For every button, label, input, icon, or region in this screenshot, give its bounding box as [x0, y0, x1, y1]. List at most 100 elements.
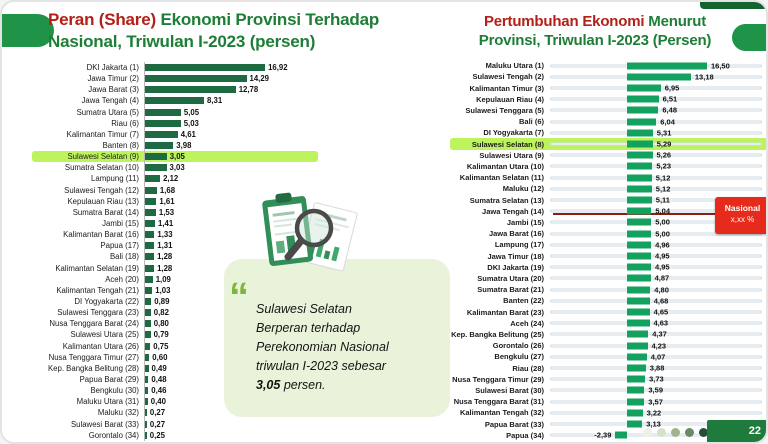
share-value: 0,60: [152, 352, 168, 362]
share-bar: [145, 220, 155, 228]
track-line: [550, 187, 762, 191]
growth-value: 3,22: [646, 408, 662, 418]
growth-bar: [627, 252, 651, 260]
share-value: 1,33: [157, 230, 173, 240]
share-bar: [145, 231, 155, 239]
share-bar: [145, 387, 149, 395]
province-label: Sulawesi Barat (30): [475, 385, 544, 395]
share-bar: [145, 75, 247, 83]
share-chart-row: Riau (6) 5,03: [32, 117, 318, 129]
share-chart-row: Aceh (20) 1,09: [32, 273, 318, 285]
province-label: Papua (34): [506, 430, 544, 440]
share-chart-row: Lampung (11) 2,12: [32, 173, 318, 185]
growth-bar: [627, 342, 648, 350]
bar-track: 4,87: [550, 273, 762, 284]
share-chart-row: Kalimantan Timur (7) 4,61: [32, 128, 318, 140]
province-label: Sulawesi Utara (25): [70, 330, 139, 340]
share-value: 4,61: [180, 129, 196, 139]
share-value: 1,09: [155, 274, 171, 284]
bar-track: 13,18: [550, 71, 762, 82]
province-label: DKI Jakarta (1): [86, 63, 139, 73]
share-bar: [145, 275, 153, 283]
share-value: 0,79: [153, 330, 169, 340]
share-value: 1,61: [159, 196, 175, 206]
growth-chart-row: Sulawesi Utara (9) 5,26: [450, 150, 766, 161]
share-value: 0,49: [151, 363, 167, 373]
share-value: 16,92: [268, 63, 288, 73]
province-label: Sulawesi Selatan (8): [471, 139, 544, 149]
share-chart-row: Sulawesi Utara (25) 0,79: [32, 329, 318, 341]
track-line: [550, 142, 762, 146]
province-label: Gorontalo (34): [88, 430, 139, 440]
share-value: 1,31: [157, 241, 173, 251]
bar-track: 4,23: [550, 340, 762, 351]
growth-value: 4,23: [651, 341, 667, 351]
right-chart-title: Pertumbuhan Ekonomi Menurut Provinsi, Tr…: [454, 12, 736, 50]
growth-chart-row: Jawa Timur (18) 4,95: [450, 250, 766, 261]
growth-value: 4,96: [655, 240, 670, 250]
track-line: [550, 388, 762, 392]
growth-value: 3,73: [649, 374, 664, 384]
bar-track: 6,95: [550, 82, 762, 93]
left-title-rest: Ekonomi Provinsi Terhadap Nasional, Triw…: [48, 10, 380, 51]
province-label: Banten (22): [503, 296, 544, 306]
share-bar: [145, 253, 155, 261]
bar-area: 0,27: [144, 418, 318, 430]
province-label: Lampung (11): [91, 174, 139, 184]
bar-area: 3,05: [144, 151, 318, 163]
province-label: Papua Barat (29): [79, 375, 139, 384]
bar-area: 1,68: [144, 184, 318, 196]
growth-value: 6,51: [662, 94, 678, 104]
track-line: [550, 332, 762, 336]
share-bar: [145, 164, 167, 172]
callout-box: [224, 259, 450, 417]
bar-area: 1,33: [144, 229, 318, 241]
province-label: Gorontalo (26): [492, 341, 544, 351]
growth-chart-row: Kepulauan Riau (4) 6,51: [450, 94, 766, 105]
growth-value: 5,00: [655, 217, 670, 227]
growth-chart-row: Sumatra Utara (20) 4,87: [450, 273, 766, 284]
province-label: Kalimantan Tengah (21): [56, 285, 139, 295]
growth-bar: [627, 364, 646, 372]
share-bar: [145, 364, 149, 372]
growth-bar: [627, 185, 652, 193]
province-label: Aceh (20): [105, 274, 139, 284]
province-label: Bengkulu (30): [90, 386, 139, 396]
share-chart-row: Kalimantan Barat (16) 1,33: [32, 229, 318, 241]
bar-track: 4,95: [550, 250, 762, 261]
track-line: [550, 355, 762, 359]
quote-icon: “: [229, 275, 249, 319]
province-label: Sumatra Utara (20): [477, 273, 544, 283]
growth-value: 6,04: [660, 117, 675, 127]
share-chart-row: Papua (17) 1,31: [32, 240, 318, 252]
bar-area: 14,29: [144, 73, 318, 85]
bar-area: 1,31: [144, 240, 318, 252]
share-value: 1,28: [157, 252, 173, 262]
province-label: Sumatra Barat (14): [72, 207, 139, 217]
growth-chart-row: Riau (28) 3,88: [450, 362, 766, 373]
province-label: Kalimantan Barat (23): [466, 307, 544, 317]
province-label: Nusa Tenggara Barat (24): [49, 319, 139, 329]
track-line: [550, 176, 762, 180]
share-bar: [145, 108, 181, 116]
share-chart-row: Sumatra Barat (14) 1,53: [32, 206, 318, 218]
share-bar: [145, 309, 151, 317]
bar-track: 3,73: [550, 374, 762, 385]
growth-bar: [627, 174, 652, 182]
growth-chart-row: Lampung (17) 4,96: [450, 239, 766, 250]
province-label: Kep. Bangka Belitung (28): [47, 363, 139, 373]
growth-chart-row: Banten (22) 4,68: [450, 295, 766, 306]
share-value: 3,05: [169, 152, 185, 162]
share-bar: [145, 130, 178, 138]
province-label: Kalimantan Tengah (32): [459, 408, 544, 418]
growth-bar: [627, 95, 659, 103]
bar-track: 3,59: [550, 385, 762, 396]
bar-track: 6,51: [550, 94, 762, 105]
growth-value: 5,12: [655, 184, 671, 194]
growth-bar: [627, 62, 707, 70]
growth-bar: [627, 386, 645, 394]
growth-value: 6,95: [664, 83, 680, 93]
bar-area: 8,31: [144, 95, 318, 107]
share-chart-row: Sulawesi Selatan (9) 3,05: [32, 151, 318, 163]
